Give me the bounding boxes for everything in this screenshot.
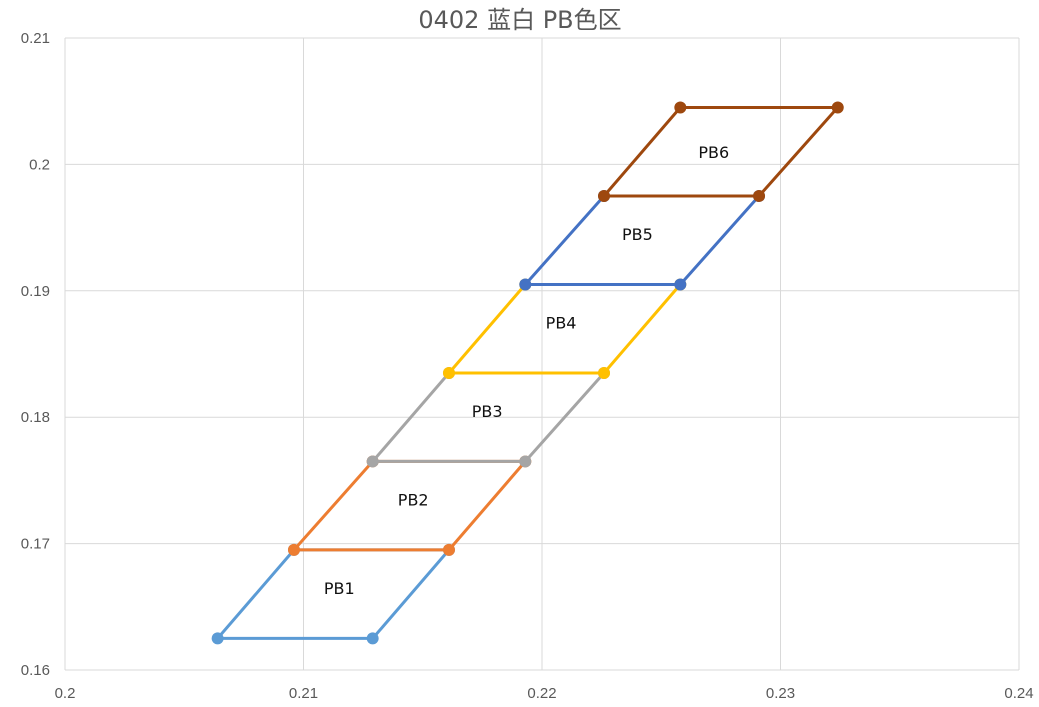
x-tick-label: 0.24 xyxy=(1004,685,1033,702)
axis-tick-labels: 0.2 0.21 0.22 0.23 0.24 0.16 0.17 0.18 0.19 0.2 0.… xyxy=(21,30,1034,702)
region-labels: PB1 PB2 PB3 PB4 PB5 PB6 xyxy=(324,143,729,598)
data-point xyxy=(598,190,611,202)
region-label: PB6 xyxy=(698,143,729,162)
x-tick-label: 0.22 xyxy=(527,685,556,702)
data-point xyxy=(211,632,224,645)
series-pb6 xyxy=(598,101,844,202)
data-point xyxy=(287,543,300,556)
y-tick-label: 0.19 xyxy=(21,283,50,300)
y-tick-label: 0.16 xyxy=(21,662,50,679)
data-point xyxy=(831,101,844,114)
region-label: PB2 xyxy=(398,491,429,510)
data-point xyxy=(366,632,379,645)
x-tick-label: 0.21 xyxy=(289,685,318,702)
chart-title: 0402 蓝白 PB色区 xyxy=(418,6,621,34)
region-label: PB1 xyxy=(324,579,355,598)
data-point xyxy=(674,278,687,291)
region-label: PB5 xyxy=(622,225,653,244)
region-label: PB3 xyxy=(472,402,503,421)
y-tick-label: 0.2 xyxy=(29,156,50,173)
x-tick-label: 0.23 xyxy=(766,685,795,702)
series-layer xyxy=(211,101,844,645)
data-point xyxy=(442,543,455,556)
y-tick-label: 0.17 xyxy=(21,536,50,553)
y-tick-label: 0.21 xyxy=(21,30,50,47)
data-point xyxy=(519,455,532,468)
grid-lines xyxy=(64,37,1020,671)
data-point xyxy=(519,278,532,291)
data-point xyxy=(442,366,455,379)
data-point xyxy=(753,190,766,202)
data-point xyxy=(674,101,687,114)
data-point xyxy=(366,455,379,468)
data-point xyxy=(598,366,611,379)
region-label: PB4 xyxy=(546,314,577,333)
x-tick-label: 0.2 xyxy=(55,685,76,702)
y-tick-label: 0.18 xyxy=(21,409,50,426)
